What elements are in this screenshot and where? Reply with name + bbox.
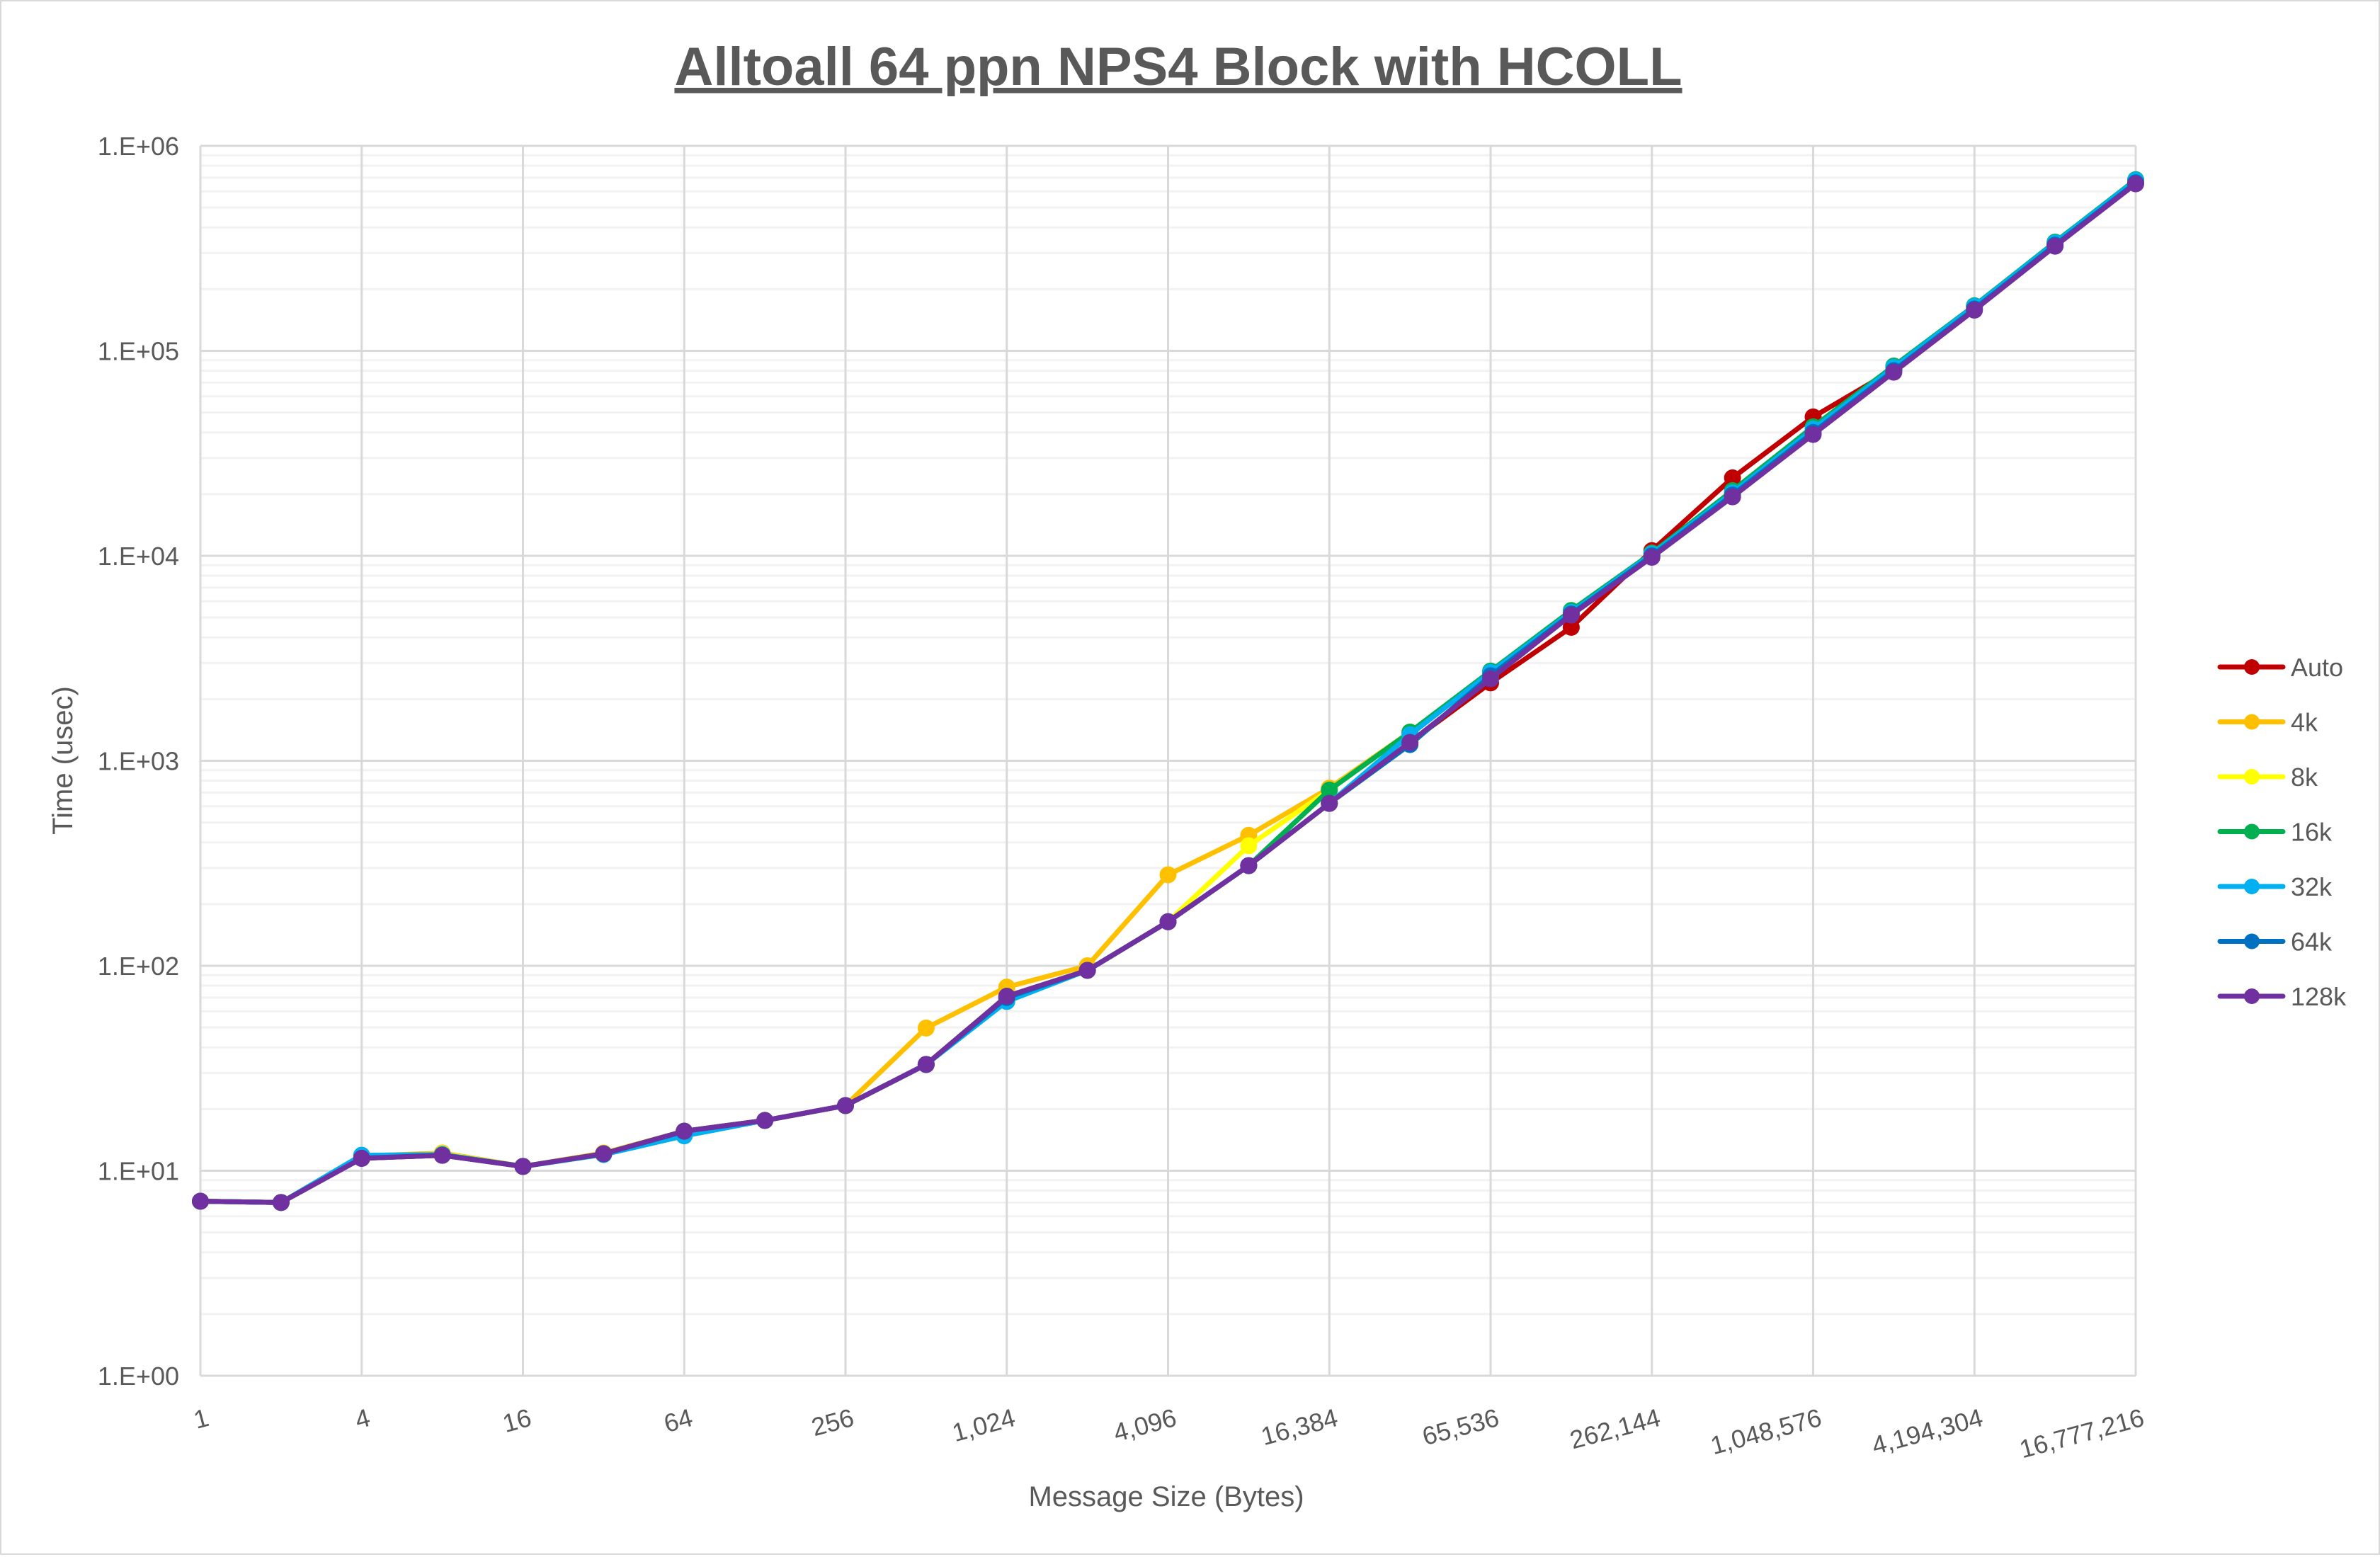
y-tick-label: 1.E+04 bbox=[98, 542, 179, 571]
data-point bbox=[1159, 866, 1177, 884]
data-point bbox=[2127, 175, 2144, 193]
data-point bbox=[272, 1194, 290, 1211]
x-tick-label: 4,096 bbox=[1110, 1403, 1180, 1447]
data-point bbox=[1240, 857, 1258, 874]
legend-item-64k: 64k bbox=[2217, 928, 2333, 957]
y-tick-label: 1.E+03 bbox=[98, 747, 179, 776]
legend-label: 128k bbox=[2291, 982, 2347, 1011]
data-point bbox=[756, 1112, 774, 1129]
x-tick-label: 4,194,304 bbox=[1869, 1403, 1986, 1460]
data-point bbox=[1240, 837, 1258, 855]
legend-label: Auto bbox=[2291, 653, 2343, 682]
series-128k bbox=[192, 175, 2144, 1211]
legend-item-128k: 128k bbox=[2217, 982, 2347, 1011]
data-point bbox=[1966, 301, 1983, 319]
data-point bbox=[917, 1056, 935, 1073]
data-point bbox=[353, 1149, 370, 1167]
legend-marker bbox=[2244, 933, 2260, 949]
data-point bbox=[192, 1192, 209, 1210]
chart-title: Alltoall 64 ppn NPS4 Block with HCOLL bbox=[674, 37, 1682, 97]
x-tick-label: 16 bbox=[499, 1403, 534, 1438]
data-point bbox=[514, 1158, 532, 1175]
y-tick-labels: 1.E+00 1.E+01 1.E+02 1.E+03 1.E+04 1.E+05 1.E+… bbox=[98, 132, 179, 1391]
x-tick-label: 65,536 bbox=[1419, 1403, 1502, 1451]
legend-label: 4k bbox=[2291, 708, 2318, 737]
legend-marker bbox=[2244, 769, 2260, 785]
y-tick-label: 1.E+06 bbox=[98, 132, 179, 161]
y-tick-label: 1.E+01 bbox=[98, 1157, 179, 1186]
data-point bbox=[1078, 962, 1096, 979]
x-tick-label: 1,024 bbox=[949, 1403, 1018, 1447]
data-point bbox=[1401, 734, 1419, 751]
legend-item-16k: 16k bbox=[2217, 818, 2333, 847]
data-point bbox=[1321, 794, 1338, 812]
data-point bbox=[1885, 363, 1903, 381]
data-point bbox=[433, 1146, 451, 1164]
data-point bbox=[1724, 488, 1741, 506]
data-point bbox=[595, 1145, 613, 1163]
legend-marker bbox=[2244, 659, 2260, 675]
data-point bbox=[1804, 426, 1822, 443]
x-tick-label: 1,048,576 bbox=[1707, 1403, 1824, 1460]
y-tick-label: 1.E+05 bbox=[98, 337, 179, 366]
legend-item-32k: 32k bbox=[2217, 872, 2333, 901]
data-point bbox=[1643, 549, 1661, 566]
data-point bbox=[676, 1122, 693, 1140]
x-axis-title: Message Size (Bytes) bbox=[1028, 1481, 1304, 1512]
data-point bbox=[1482, 670, 1499, 688]
legend-item-8k: 8k bbox=[2217, 763, 2318, 792]
legend-label: 32k bbox=[2291, 872, 2333, 901]
legend-marker bbox=[2244, 714, 2260, 730]
legend: Auto 4k 8k 16k 32k 64k 128k bbox=[2217, 653, 2347, 1011]
data-point bbox=[998, 988, 1015, 1005]
legend-label: 16k bbox=[2291, 818, 2333, 847]
legend-marker bbox=[2244, 988, 2260, 1004]
legend-label: 64k bbox=[2291, 928, 2333, 957]
data-point bbox=[1321, 781, 1338, 799]
data-point bbox=[1724, 469, 1741, 486]
data-point bbox=[1159, 913, 1177, 930]
x-tick-label: 262,144 bbox=[1567, 1403, 1663, 1454]
x-tick-label: 256 bbox=[808, 1403, 857, 1442]
y-tick-label: 1.E+00 bbox=[98, 1362, 179, 1391]
series-lines bbox=[192, 171, 2144, 1211]
legend-label: 8k bbox=[2291, 763, 2318, 792]
legend-item-4k: 4k bbox=[2217, 708, 2318, 737]
gridlines bbox=[199, 144, 2137, 1377]
data-point bbox=[2046, 237, 2064, 255]
data-point bbox=[1562, 618, 1580, 636]
legend-marker bbox=[2244, 879, 2260, 894]
x-tick-label: 16,384 bbox=[1258, 1403, 1340, 1451]
legend-marker bbox=[2244, 823, 2260, 840]
y-tick-label: 1.E+02 bbox=[98, 952, 179, 981]
x-tick-label: 4 bbox=[352, 1403, 373, 1435]
x-tick-label: 1 bbox=[190, 1403, 212, 1435]
y-axis-title: Time (usec) bbox=[47, 686, 79, 835]
data-point bbox=[1562, 606, 1580, 624]
x-tick-label: 64 bbox=[661, 1403, 695, 1438]
data-point bbox=[837, 1097, 854, 1114]
x-tick-labels: 1 4 16 64 256 1,024 4,096 16,384 65,536 262,144 1,… bbox=[190, 1403, 2147, 1464]
legend-item-Auto: Auto bbox=[2217, 653, 2343, 682]
x-tick-label: 16,777,216 bbox=[2016, 1403, 2147, 1464]
data-point bbox=[917, 1019, 935, 1037]
